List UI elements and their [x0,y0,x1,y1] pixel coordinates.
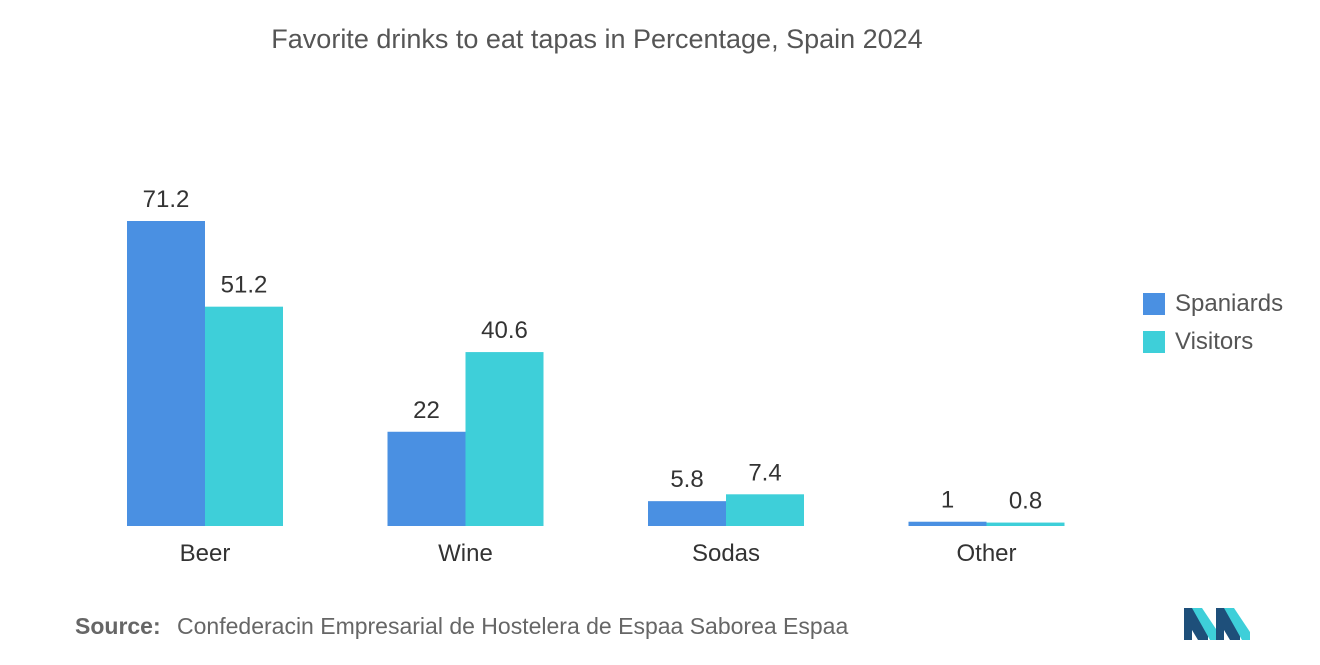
source-label: Source: [75,613,161,639]
legend-item-spaniards[interactable]: Spaniards [1143,285,1283,323]
category-label-sodas: Sodas [692,540,760,567]
value-label-spaniards-beer: 71.2 [143,186,190,213]
value-label-spaniards-sodas: 5.8 [670,466,703,493]
value-label-visitors-sodas: 7.4 [748,459,781,486]
category-label-beer: Beer [180,540,231,567]
bars-layer [127,221,1065,526]
legend-label-spaniards: Spaniards [1175,290,1284,317]
bar-spaniards-sodas[interactable] [648,501,726,526]
bar-spaniards-beer[interactable] [127,221,205,526]
bar-visitors-wine[interactable] [465,352,544,526]
source-text: Confederacin Empresarial de Hostelera de… [177,613,849,639]
value-label-spaniards-wine: 22 [413,397,440,424]
value-label-spaniards-other: 1 [941,487,954,514]
bar-spaniards-wine[interactable] [387,431,466,526]
mordor-intelligence-logo-icon [1184,608,1250,640]
legend: Spaniards Visitors [1143,285,1283,361]
source-note: Source: Confederacin Empresarial de Host… [75,613,848,640]
legend-swatch-visitors [1143,331,1165,353]
category-label-wine: Wine [438,540,493,567]
legend-label-visitors: Visitors [1175,328,1254,355]
value-labels-layer: 71.2 51.2 22 40.6 5.8 7.4 1 0.8 [143,186,1043,515]
category-labels-layer: Beer Wine Sodas Other [180,540,1017,567]
legend-item-visitors[interactable]: Visitors [1143,323,1283,361]
value-label-visitors-beer: 51.2 [221,272,268,299]
legend-swatch-spaniards [1143,293,1165,315]
bar-visitors-beer[interactable] [205,306,283,526]
category-label-other: Other [956,540,1016,567]
value-label-visitors-wine: 40.6 [481,317,528,344]
value-label-visitors-other: 0.8 [1009,488,1042,515]
chart-title: Favorite drinks to eat tapas in Percenta… [271,24,923,54]
bar-spaniards-other[interactable] [908,521,987,526]
bar-visitors-other[interactable] [986,522,1065,526]
bar-visitors-sodas[interactable] [726,494,804,526]
